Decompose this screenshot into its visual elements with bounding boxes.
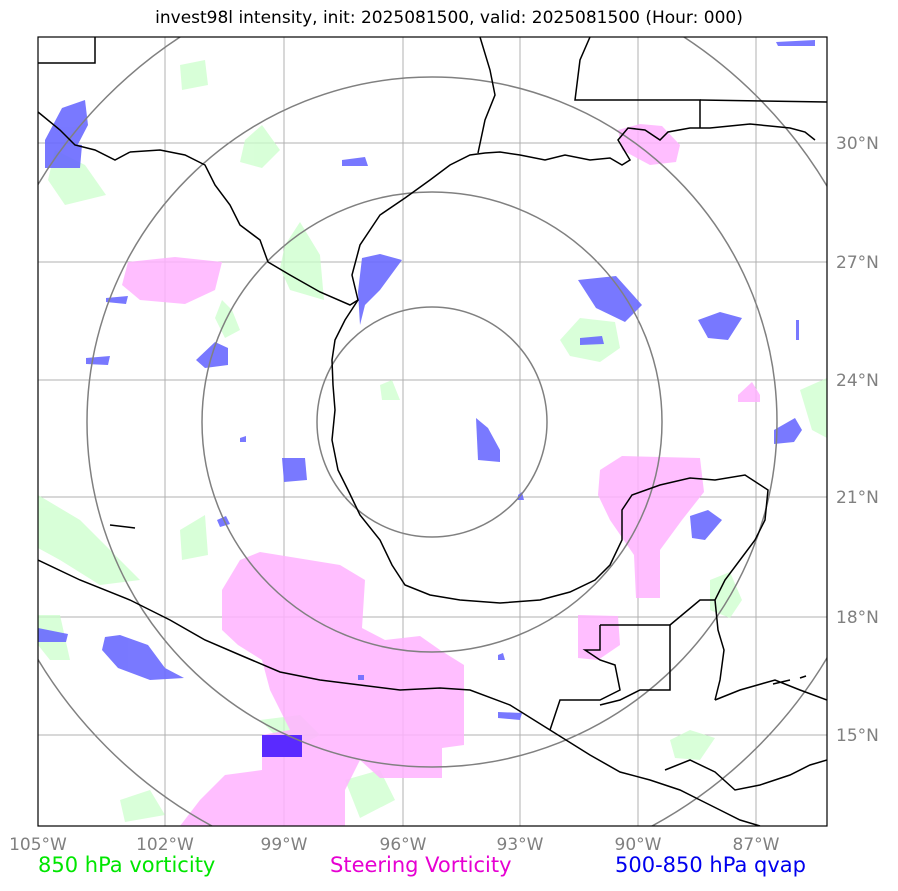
- lat-tick-18n: 18°N: [836, 608, 879, 628]
- qvap-fill: [38, 40, 815, 720]
- lat-tick-labels: 30°N 27°N 24°N 21°N 18°N 15°N: [836, 134, 879, 746]
- lat-tick-15n: 15°N: [836, 726, 879, 746]
- lon-tick-87w: 87°W: [733, 835, 780, 855]
- lon-tick-93w: 93°W: [497, 835, 544, 855]
- lat-tick-21n: 21°N: [836, 488, 879, 508]
- legend-850-vorticity: 850 hPa vorticity: [38, 853, 216, 877]
- lon-tick-96w: 96°W: [380, 835, 427, 855]
- vorticity-850-fill: [38, 60, 827, 822]
- plot-frame: [37, 36, 828, 827]
- lon-tick-labels: 105°W 102°W 99°W 96°W 93°W 90°W 87°W: [9, 835, 780, 855]
- lat-tick-24n: 24°N: [836, 371, 879, 391]
- lat-tick-27n: 27°N: [836, 253, 879, 273]
- steering-vorticity-fill: [122, 124, 760, 826]
- lon-tick-102w: 102°W: [136, 835, 194, 855]
- map-title: invest98l intensity, init: 2025081500, v…: [155, 8, 743, 28]
- lon-tick-99w: 99°W: [261, 835, 308, 855]
- lat-tick-30n: 30°N: [836, 134, 879, 154]
- lon-tick-90w: 90°W: [615, 835, 662, 855]
- lon-tick-105w: 105°W: [9, 835, 67, 855]
- qvap-max-cell: [262, 735, 302, 757]
- legend-qvap: 500-850 hPa qvap: [615, 853, 806, 877]
- legend-steering-vorticity: Steering Vorticity: [330, 853, 512, 877]
- coastlines: [38, 37, 827, 826]
